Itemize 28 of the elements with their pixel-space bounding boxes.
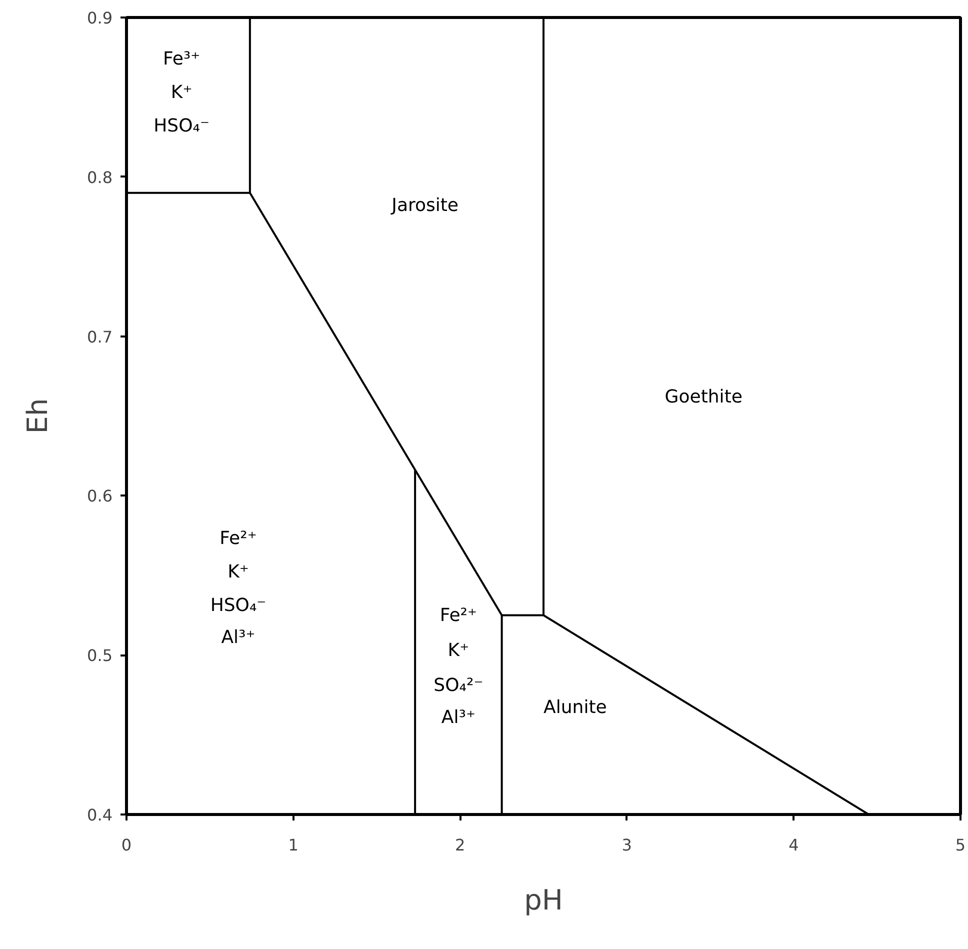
annotation: K⁺ bbox=[228, 562, 249, 583]
annotation: Al³⁺ bbox=[441, 706, 476, 728]
y-tick-label: 0.6 bbox=[87, 486, 113, 506]
annotation: K⁺ bbox=[448, 640, 470, 661]
annotation: Fe²⁺ bbox=[440, 604, 478, 626]
y-tick-label: 0.7 bbox=[87, 327, 113, 346]
y-tick-label: 0.9 bbox=[87, 8, 113, 28]
y-axis-title: Eh bbox=[21, 398, 54, 434]
x-tick-label: 3 bbox=[622, 836, 632, 854]
x-tick-label: 1 bbox=[288, 836, 298, 854]
annotation: SO₄²⁻ bbox=[434, 674, 484, 696]
x-tick-label: 2 bbox=[455, 836, 466, 854]
annotation: Fe²⁺ bbox=[220, 528, 257, 550]
annotation: Alunite bbox=[544, 697, 607, 718]
annotation: K⁺ bbox=[170, 82, 192, 103]
x-axis-title: pH bbox=[524, 884, 563, 916]
x-tick-label: 5 bbox=[955, 836, 966, 854]
y-tick-label: 0.5 bbox=[87, 646, 113, 666]
x-tick-label: 0 bbox=[121, 836, 132, 854]
x-tick-label: 4 bbox=[788, 836, 799, 854]
annotation: HSO₄⁻ bbox=[154, 115, 210, 136]
annotation: Al³⁺ bbox=[221, 627, 256, 648]
annotation: Goethite bbox=[664, 386, 742, 408]
y-tick-label: 0.4 bbox=[87, 806, 113, 824]
annotation: HSO₄⁻ bbox=[210, 595, 266, 616]
annotation: Jarosite bbox=[390, 195, 459, 216]
y-tick-label: 0.8 bbox=[87, 168, 113, 187]
annotation: Fe³⁺ bbox=[162, 48, 200, 70]
